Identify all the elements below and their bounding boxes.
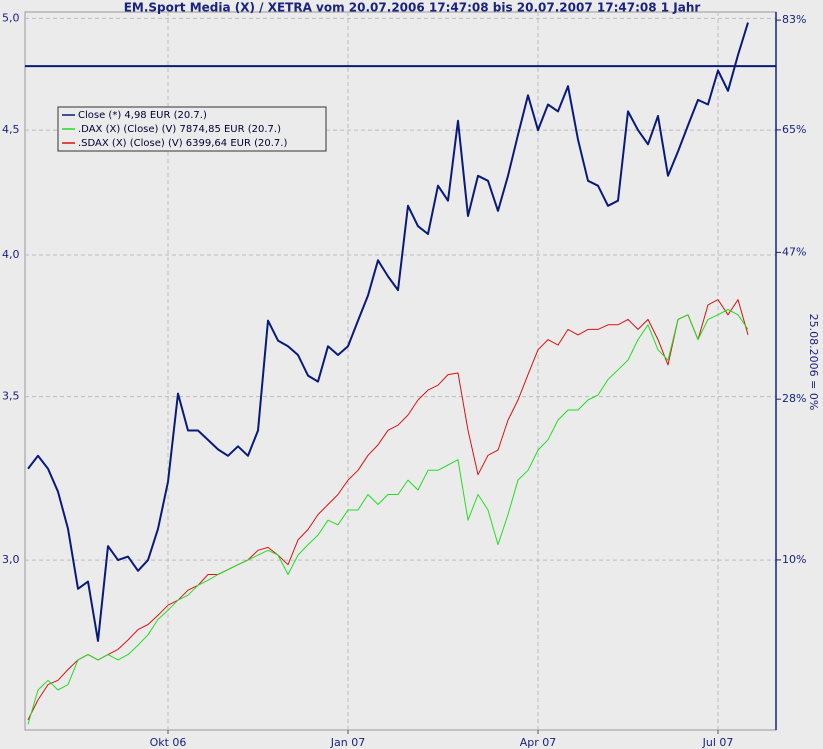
- legend-label: .SDAX (X) (Close) (V) 6399,64 EUR (20.7.…: [78, 138, 287, 149]
- y-tick-label: 3,5: [2, 390, 20, 403]
- legend-label: Close (*) 4,98 EUR (20.7.): [78, 110, 207, 121]
- y-tick-label: 4,0: [2, 248, 20, 261]
- y-tick-label: 3,0: [2, 553, 20, 566]
- y-tick-label: 4,5: [2, 123, 20, 136]
- legend-box: [57, 106, 327, 152]
- y2-axis-label: 25.08.2006 = 0%: [807, 314, 820, 411]
- y2-tick-label: 28%: [782, 392, 806, 405]
- x-tick-label: Apr 07: [520, 736, 557, 749]
- y2-tick-label: 10%: [782, 553, 806, 566]
- y2-tick-label: 65%: [782, 123, 806, 136]
- x-tick-label: Okt 06: [150, 736, 187, 749]
- y2-tick-label: 47%: [782, 245, 806, 258]
- chart-title: EM.Sport Media (X) / XETRA vom 20.07.200…: [124, 1, 701, 15]
- y-tick-label: 5,0: [2, 11, 20, 24]
- series-line: [27, 299, 749, 721]
- series-line: [27, 22, 749, 642]
- legend-label: .DAX (X) (Close) (V) 7874,85 EUR (20.7.): [78, 124, 281, 135]
- series-line: [27, 309, 749, 725]
- y2-tick-label: 83%: [782, 13, 806, 26]
- x-tick-label: Jul 07: [702, 736, 734, 749]
- x-tick-label: Jan 07: [330, 736, 365, 749]
